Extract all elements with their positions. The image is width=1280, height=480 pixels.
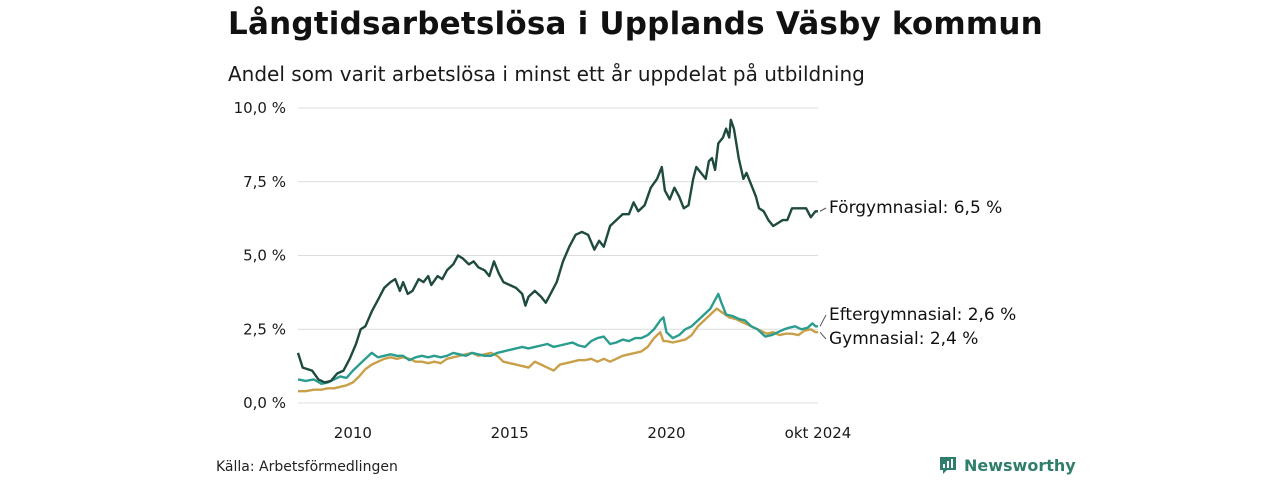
series-labels: Förgymnasial: 6,5 % Eftergymnasial: 2,6 %… — [819, 198, 1016, 349]
series-label-förgymnasial: Förgymnasial: 6,5 % — [829, 198, 1002, 218]
label-leader-line — [819, 207, 827, 212]
chart-title: Långtidsarbetslösa i Upplands Väsby komm… — [228, 6, 1043, 42]
chart-subtitle: Andel som varit arbetslösa i minst ett å… — [228, 62, 865, 86]
series-label-gymnasial: Gymnasial: 2,4 % — [829, 329, 978, 349]
x-tick-label: 2015 — [491, 424, 529, 442]
x-tick-label: 2020 — [647, 424, 685, 442]
y-tick-label: 2,5 % — [243, 320, 286, 338]
brand-logo: Newsworthy — [938, 455, 1076, 475]
y-tick-label: 0,0 % — [243, 394, 286, 412]
y-tick-label: 7,5 % — [243, 173, 286, 191]
x-axis: 2010 2015 2020 okt 2024 — [334, 424, 852, 442]
label-leader-line — [819, 314, 827, 327]
y-tick-label: 10,0 % — [234, 99, 286, 117]
y-tick-label: 5,0 % — [243, 247, 286, 265]
series-label-eftergymnasial: Eftergymnasial: 2,6 % — [829, 305, 1016, 325]
series-line-gymnasial — [298, 307, 818, 393]
brand-name: Newsworthy — [964, 455, 1076, 475]
source-note: Källa: Arbetsförmedlingen — [216, 459, 398, 475]
series-lines — [296, 118, 818, 393]
x-tick-label: okt 2024 — [785, 424, 852, 442]
newsworthy-logo-icon — [940, 457, 956, 474]
grid-lines — [298, 107, 818, 404]
series-line-förgymnasial — [296, 118, 818, 384]
x-tick-label: 2010 — [334, 424, 372, 442]
series-line-eftergymnasial — [297, 292, 818, 385]
label-leader-line — [819, 331, 827, 340]
y-axis: 0,0 % 2,5 % 5,0 % 7,5 % 10,0 % — [234, 99, 286, 412]
